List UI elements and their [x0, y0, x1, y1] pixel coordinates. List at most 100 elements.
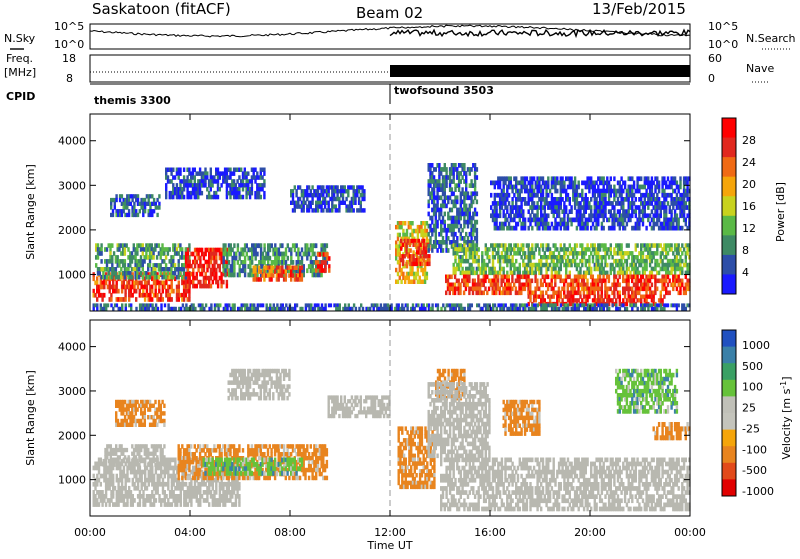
- power-cell-r6: [263, 195, 265, 200]
- power-cell-r11: [442, 236, 444, 241]
- power-cell-r12: [649, 263, 651, 268]
- power-cell-r9: [417, 272, 419, 277]
- power-cell-r12: [565, 271, 567, 276]
- power-cell-r7: [344, 201, 346, 205]
- power-cell-r13: [515, 287, 517, 292]
- power-cell-r3: [244, 268, 246, 273]
- power-cell-r12: [476, 271, 478, 276]
- power-cell-r3: [299, 252, 301, 257]
- power-cell-r11: [456, 200, 458, 205]
- power-cell-r13: [547, 275, 549, 280]
- power-cell-r11: [445, 183, 447, 188]
- power-cell-r10: [428, 254, 430, 258]
- power-cell-r15: [622, 222, 624, 227]
- power-cell-r15: [588, 189, 590, 194]
- power-cell-r3: [237, 260, 239, 265]
- power-cell-r12: [492, 263, 494, 268]
- power-cell-r6: [190, 179, 192, 184]
- power-cell-r15: [653, 218, 655, 223]
- power-cell-r13: [667, 283, 669, 288]
- power-cell-r16: [428, 303, 430, 307]
- power-cell-r15: [638, 226, 640, 231]
- power-cell-r13: [497, 283, 499, 288]
- power-cell-r8: [153, 198, 155, 202]
- power-cell-r15: [563, 218, 565, 223]
- power-cell-r15: [631, 176, 633, 181]
- power-cell-r0: [167, 289, 169, 294]
- power-cell-r14: [588, 295, 590, 299]
- power-cell-r14: [578, 298, 580, 302]
- power-cell-r13: [511, 275, 513, 280]
- power-cell-r15: [529, 213, 531, 218]
- power-cell-r10: [418, 239, 420, 243]
- power-cell-r11: [463, 200, 465, 205]
- power-cell-r13: [545, 291, 547, 296]
- power-cell-r7: [335, 204, 337, 208]
- power-cell-r16: [478, 303, 480, 307]
- power-cell-r16: [210, 307, 212, 311]
- power-cell-r11: [461, 228, 463, 233]
- power-cell-r13: [524, 287, 526, 292]
- power-cell-r6: [229, 168, 231, 173]
- power-cell-r12: [636, 243, 638, 248]
- power-cell-r7: [292, 193, 294, 197]
- power-cell-r15: [506, 209, 508, 214]
- power-cell-r13: [542, 283, 544, 288]
- power-cell-r2: [196, 260, 198, 265]
- power-cell-r12: [592, 259, 594, 264]
- power-cell-r11: [440, 171, 442, 176]
- power-cell-r15: [686, 181, 688, 186]
- power-cell-r12: [485, 271, 487, 276]
- power-cell-r7: [328, 193, 330, 197]
- power-cell-r15: [528, 209, 530, 214]
- power-cell-r6: [194, 179, 196, 184]
- power-cell-r13: [552, 287, 554, 292]
- power-cell-r5: [324, 264, 326, 269]
- power-cell-r3: [274, 243, 276, 248]
- power-cell-r11: [436, 204, 438, 209]
- power-cell-r11: [460, 224, 462, 229]
- power-cell-r7: [297, 201, 299, 205]
- power-cell-r13: [654, 275, 656, 280]
- power-cell-r9: [402, 272, 404, 277]
- power-cell-r11: [460, 171, 462, 176]
- power-cell-r2: [203, 268, 205, 273]
- power-cell-r3: [246, 252, 248, 257]
- power-cell-r15: [531, 197, 533, 202]
- power-cell-r11: [453, 191, 455, 196]
- power-cell-r14: [553, 295, 555, 299]
- power-cell-r7: [347, 189, 349, 193]
- power-cell-r7: [322, 208, 324, 212]
- power-cell-r12: [597, 251, 599, 256]
- power-cell-r7: [311, 197, 313, 201]
- power-cell-r15: [638, 189, 640, 194]
- power-cell-r12: [606, 263, 608, 268]
- power-cell-r3: [306, 243, 308, 248]
- power-cell-r2: [219, 268, 221, 273]
- power-cell-r3: [263, 260, 265, 265]
- power-cell-r7: [292, 189, 294, 193]
- power-cell-r3: [256, 252, 258, 257]
- power-cell-r12: [665, 247, 667, 252]
- power-cell-r12: [563, 255, 565, 260]
- power-cell-r2: [210, 284, 212, 289]
- power-cell-r16: [160, 303, 162, 307]
- power-cell-r1: [172, 259, 174, 264]
- power-cell-r1: [163, 259, 165, 264]
- power-cell-r3: [230, 252, 232, 257]
- power-cell-r4: [258, 266, 260, 271]
- power-cell-r3: [292, 260, 294, 265]
- power-cell-r15: [590, 176, 592, 181]
- power-cell-r14: [626, 302, 628, 306]
- power-cell-r0: [133, 285, 135, 290]
- power-cell-r11: [469, 208, 471, 213]
- power-cell-r11: [444, 191, 446, 196]
- power-cell-r6: [210, 187, 212, 192]
- power-cell-r12: [485, 243, 487, 248]
- power-cell-r0: [160, 293, 162, 298]
- power-cell-r15: [565, 209, 567, 214]
- power-cell-r15: [515, 201, 517, 206]
- power-cell-r15: [672, 222, 674, 227]
- power-cell-r13: [568, 275, 570, 280]
